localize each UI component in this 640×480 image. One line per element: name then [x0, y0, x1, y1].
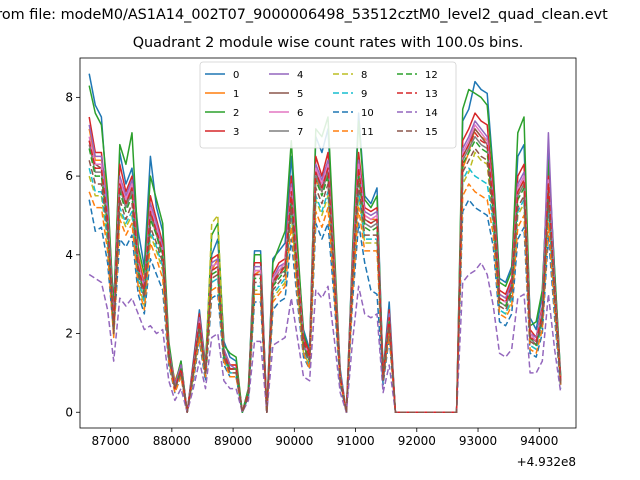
legend-label: 11 [361, 127, 374, 138]
legend-label: 0 [233, 70, 239, 81]
x-tick-label: 93000 [459, 434, 497, 448]
legend-entry-10: 10 [333, 108, 374, 119]
x-axis: 87000 88000 89000 90000 91000 92000 93000 94000 [92, 428, 558, 448]
legend-label: 15 [425, 127, 438, 138]
series-line-8 [88, 151, 562, 414]
legend-entry-11: 11 [333, 127, 374, 138]
x-tick-label: 88000 [153, 434, 191, 448]
legend-label: 2 [233, 108, 239, 119]
legend-label: 13 [425, 89, 438, 100]
legend-entry-12: 12 [397, 70, 438, 81]
legend-entry-14: 14 [397, 108, 438, 119]
x-tick-label: 90000 [275, 434, 313, 448]
x-tick-label: 92000 [398, 434, 436, 448]
y-tick-label: 4 [65, 248, 73, 262]
legend-box [199, 61, 457, 149]
x-tick-label: 87000 [92, 434, 130, 448]
legend-label: 10 [361, 108, 374, 119]
x-tick-label: 89000 [214, 434, 252, 448]
legend-label: 7 [297, 127, 303, 138]
y-axis: 0 2 4 6 8 [65, 90, 80, 419]
x-tick-label: 94000 [520, 434, 558, 448]
series-line-14 [88, 261, 562, 414]
chart-title: Quadrant 2 module wise count rates with … [132, 35, 524, 51]
y-tick-label: 0 [65, 405, 73, 419]
legend-label: 6 [297, 108, 303, 119]
legend-entry-8: 8 [333, 70, 367, 81]
legend-label: 12 [425, 70, 438, 81]
legend-label: 9 [361, 89, 367, 100]
legend-entry-3: 3 [205, 127, 239, 138]
legend-label: 4 [297, 70, 303, 81]
legend-entry-5: 5 [269, 89, 303, 100]
legend-entry-7: 7 [269, 127, 303, 138]
legend-label: 5 [297, 89, 303, 100]
legend-label: 14 [425, 108, 438, 119]
x-tick-label: 91000 [336, 434, 374, 448]
series-lines [88, 73, 562, 414]
x-offset-label: +4.932e8 [517, 455, 576, 469]
series-line-15 [88, 147, 562, 414]
y-tick-label: 2 [65, 327, 73, 341]
legend-entry-13: 13 [397, 89, 438, 100]
legend-entry-15: 15 [397, 127, 438, 138]
legend-entry-0: 0 [205, 70, 239, 81]
figure-suptitle: Plots from file: modeM0/AS1A14_002T07_90… [0, 7, 608, 23]
legend-label: 3 [233, 127, 239, 138]
legend-entry-2: 2 [205, 108, 239, 119]
series-line-13 [88, 132, 562, 414]
legend-entry-4: 4 [269, 70, 303, 81]
y-tick-label: 8 [65, 90, 73, 104]
legend-label: 1 [233, 89, 239, 100]
plot-frame [79, 57, 577, 429]
legend-entry-9: 9 [333, 89, 367, 100]
legend-label: 8 [361, 70, 367, 81]
legend-entry-6: 6 [269, 108, 303, 119]
y-tick-label: 6 [65, 169, 73, 183]
legend-entry-1: 1 [205, 89, 239, 100]
